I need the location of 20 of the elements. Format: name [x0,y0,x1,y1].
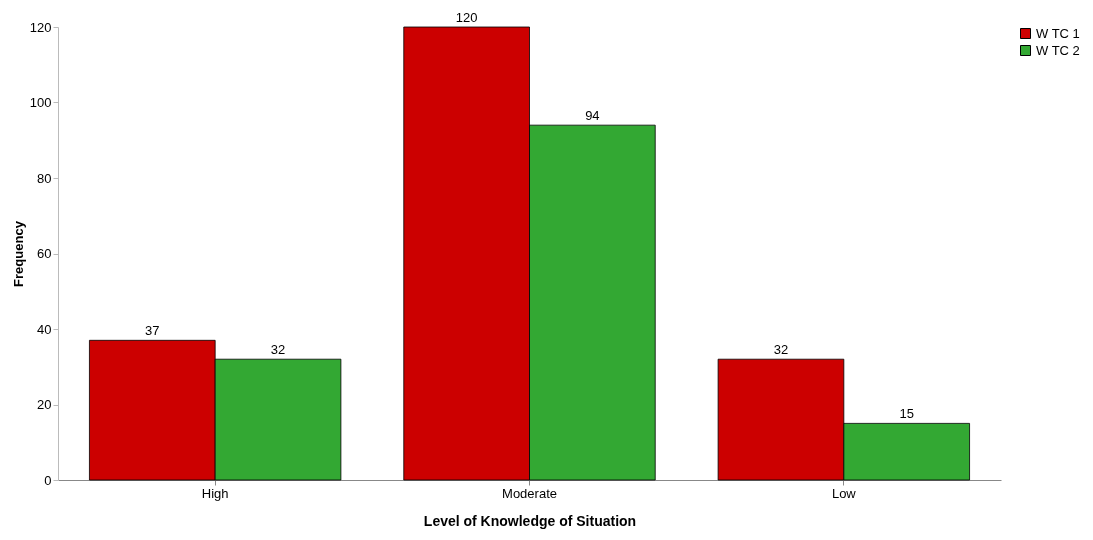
x-tick-label: Moderate [502,485,557,501]
y-tick-label: 40 [37,321,52,337]
y-tick-label: 60 [37,246,52,261]
legend-label: W TC 2 [1036,42,1080,58]
y-axis-title: Frequency [10,220,26,287]
y-tick-label: 80 [37,170,52,186]
y-tick-label: 100 [29,95,52,110]
y-tick-label: 120 [29,19,52,35]
data-label: 120 [455,10,478,25]
data-label: 32 [773,342,789,358]
x-tick-label: High [201,485,229,501]
x-tick-label: Low [831,485,857,501]
legend-label: W TC 1 [1036,25,1080,41]
data-label: 32 [270,342,286,358]
data-label: 94 [585,108,600,124]
y-tick-label: 0 [44,472,52,488]
data-label: 37 [145,323,160,339]
y-tick-label: 20 [37,397,52,412]
data-label: 15 [899,406,914,422]
x-axis-title: Level of Knowledge of Situation [423,512,637,529]
